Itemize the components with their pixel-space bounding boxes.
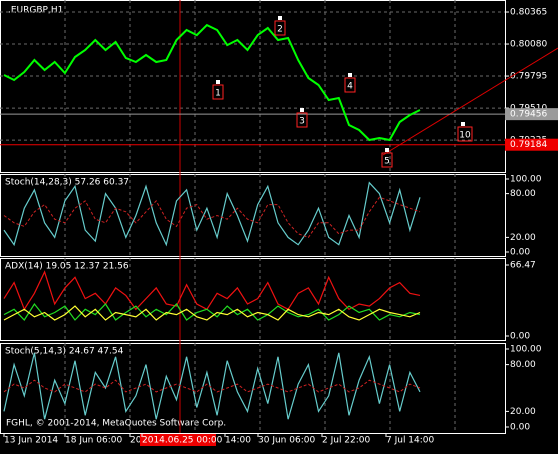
time-label: 2014.06.25 00:00	[142, 436, 223, 446]
price-line-label: 0.79184	[510, 140, 547, 150]
fractal-label: 4	[347, 82, 353, 92]
fractal-label: 10	[459, 131, 471, 141]
fractal-label: 1	[215, 89, 221, 99]
time-label: 30 Jun 06:00	[258, 436, 315, 446]
fractal-dot	[216, 80, 220, 84]
fractal-marker	[296, 112, 308, 128]
indicator-tick-label: 0.00	[510, 332, 530, 342]
panel-frame	[0, 258, 506, 341]
fractal-marker	[274, 20, 286, 36]
indicator-tick-label: 100.00	[510, 175, 542, 185]
current-price-label: 0.79456	[510, 110, 547, 120]
footer: FGHL, © 2001-2014, MetaQuotes Software C…	[6, 419, 226, 429]
indicator-line	[3, 305, 421, 321]
price-tick-label: 0.80080	[510, 40, 547, 50]
fractal-marker	[381, 152, 393, 168]
fractal-dot	[461, 122, 465, 126]
indicator-tick-label: 20.00	[510, 407, 536, 417]
time-label: 18 Jun 06:00	[65, 436, 122, 446]
indicator-title: Stoch(5,14,3) 24.67 47.54	[5, 347, 124, 357]
fractal-marker	[344, 77, 356, 93]
time-highlight	[140, 434, 216, 446]
time-label: 14:00	[225, 436, 251, 446]
indicator-line	[3, 352, 421, 420]
current-price-tag	[505, 108, 558, 121]
panel-frame	[0, 174, 506, 257]
indicator-title: ADX(14) 19.05 12.37 21.56	[5, 262, 129, 272]
fractal-label: 2	[277, 25, 283, 35]
panel-frame	[0, 343, 506, 434]
indicator-tick-label: 80.00	[510, 189, 536, 199]
fractal-dot	[385, 148, 389, 152]
indicator-tick-label: 66.47	[510, 261, 536, 271]
fractal-marker	[457, 126, 473, 142]
panel-frame	[0, 0, 506, 173]
price-tick-label: 0.80365	[510, 8, 547, 18]
fractal-marker	[212, 84, 224, 100]
price-tick-label: 0.79795	[510, 72, 547, 82]
time-label: 7 Jul 14:00	[386, 436, 435, 446]
symbol-label: .EURGBP,H1	[8, 6, 63, 16]
indicator-line	[3, 270, 421, 311]
indicator-line	[3, 196, 421, 238]
indicator-tick-label: 20.00	[510, 233, 536, 243]
indicator-line	[3, 181, 421, 247]
time-label: 20	[130, 436, 142, 446]
price-line-series	[3, 23, 421, 142]
time-label: 2 Jul 22:00	[322, 436, 371, 446]
indicator-title: Stoch(14,28,3) 57.26 60.37	[5, 178, 129, 188]
trend-line	[382, 47, 558, 156]
fractal-dot	[300, 108, 304, 112]
indicator-line	[3, 379, 421, 393]
fractal-dot	[278, 16, 282, 20]
indicator-tick-label: 100.00	[510, 345, 542, 355]
indicator-tick-label: 80.00	[510, 360, 536, 370]
time-label: 13 Jun 2014	[4, 436, 58, 446]
indicator-tick-label: 0.00	[510, 248, 530, 258]
fractal-label: 3	[299, 117, 305, 127]
indicator-tick-label: 0.00	[510, 423, 530, 433]
price-line-tag	[505, 138, 558, 151]
indicator-line	[3, 302, 421, 321]
fractal-dot	[348, 73, 352, 77]
fractal-label: 5	[384, 157, 390, 167]
